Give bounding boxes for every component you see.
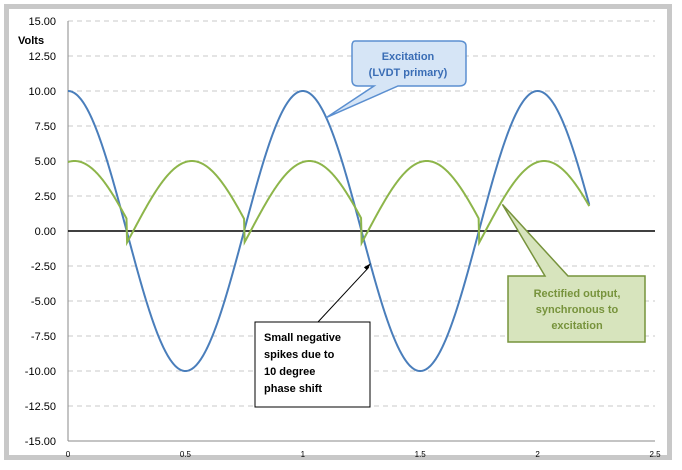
y-tick-label: 15.00 — [28, 16, 56, 28]
callout-rectified-text: Rectified output, — [534, 288, 621, 300]
series — [67, 89, 591, 373]
x-tick-label: 1.5 — [415, 450, 427, 459]
y-tick-label: 5.00 — [35, 156, 56, 168]
y-tick-label: 7.50 — [35, 121, 56, 133]
x-tick-label: 2.5 — [649, 450, 661, 459]
callout-spikes-text: phase shift — [264, 383, 322, 395]
y-tick-label: 10.00 — [28, 86, 56, 98]
y-tick-label: -5.00 — [31, 296, 56, 308]
y-tick-label: 12.50 — [28, 51, 56, 63]
callout-spikes-text: spikes due to — [264, 349, 335, 361]
x-tick-label: 0.5 — [180, 450, 192, 459]
y-axis-label: Volts — [18, 35, 44, 47]
y-tick-label: 0.00 — [35, 226, 56, 238]
callout-spikes-arrow — [317, 266, 370, 323]
y-tick-label: -7.50 — [31, 331, 56, 343]
series-line-rectified — [67, 159, 591, 247]
callout-rectified-text: synchronous to — [536, 304, 619, 316]
y-tick-label: -12.50 — [25, 401, 56, 413]
y-tick-label: -15.00 — [25, 436, 56, 448]
callout-spikes-arrowhead — [363, 263, 371, 271]
callout-excitation-text: (LVDT primary) — [369, 67, 448, 79]
callout-excitation-box — [325, 40, 467, 119]
callout-spikes: Small negative spikes due to 10 degree phas… — [254, 263, 371, 408]
callout-excitation: Excitation (LVDT primary) — [325, 40, 467, 119]
y-tick-label: 2.50 — [35, 191, 56, 203]
callout-excitation-text: Excitation — [382, 51, 435, 63]
x-tick-label: 1 — [301, 450, 306, 459]
callout-spikes-box — [254, 321, 371, 408]
x-tick-label: 2 — [535, 450, 540, 459]
callout-rectified: Rectified output, synchronous to excitatio… — [501, 203, 646, 343]
callout-rectified-box — [501, 203, 646, 343]
y-tick-label: -2.50 — [31, 261, 56, 273]
callout-spikes-text: Small negative — [264, 332, 341, 344]
x-tick-label: 0 — [66, 450, 71, 459]
callout-spikes-text: 10 degree — [264, 366, 315, 378]
callout-rectified-text: excitation — [551, 320, 603, 332]
series-line-excitation — [67, 89, 591, 373]
y-tick-label: -10.00 — [25, 366, 56, 378]
callouts: Excitation (LVDT primary) Rectified output… — [254, 40, 646, 408]
